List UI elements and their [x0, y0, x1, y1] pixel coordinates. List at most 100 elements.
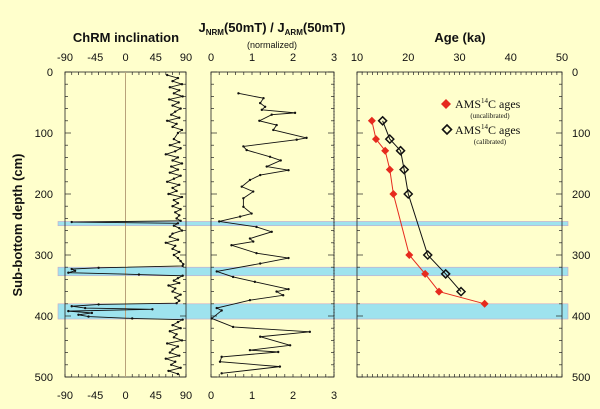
nrm-arm-ratio-point — [281, 294, 285, 297]
inclination-point — [176, 372, 180, 376]
y-tick-label-left: 400 — [35, 311, 53, 323]
nrm-arm-ratio-point — [287, 287, 290, 291]
nrm-arm-ratio-point — [252, 190, 255, 193]
y-axis-label: Sub-bottom depth (cm) — [10, 154, 25, 297]
inclination-point — [70, 305, 73, 308]
nrm-arm-ratio-point — [248, 348, 252, 352]
inclination-point — [178, 214, 181, 217]
inclination-point — [168, 330, 172, 333]
uncalibrated-age-point — [385, 165, 394, 174]
x-tick-label-top: 0 — [122, 52, 128, 64]
inclination-point — [171, 247, 174, 251]
inclination-point — [172, 92, 176, 95]
nrm-arm-ratio-point — [242, 197, 245, 200]
y-tick-label-left: 200 — [35, 189, 53, 201]
x-tick-label-top: 50 — [556, 52, 568, 64]
legend-marker-calibrated — [441, 123, 453, 136]
inclination-point — [178, 250, 181, 254]
inclination-point — [174, 110, 177, 113]
inclination-point — [174, 296, 177, 299]
nrm-arm-ratio-point — [242, 145, 245, 148]
x-tick-label-bottom: 3 — [331, 390, 337, 402]
inclination-point — [171, 290, 174, 293]
inclination-point — [181, 95, 184, 98]
nrm-arm-ratio-point — [275, 290, 278, 293]
inclination-point — [176, 345, 180, 348]
nrm-arm-ratio-point — [255, 225, 258, 229]
inclination-point — [151, 308, 154, 311]
inclination-point — [176, 76, 180, 80]
inclination-point — [174, 150, 177, 153]
inclination-point — [179, 174, 182, 177]
inclination-title: ChRM inclination — [73, 30, 179, 45]
nrm-arm-ratio-point — [293, 111, 297, 115]
nrm-arm-ratio-point — [220, 355, 223, 359]
calibrated-age-point — [440, 268, 451, 279]
inclination-point — [174, 244, 177, 248]
inclination-point — [179, 107, 182, 110]
inclination-point — [170, 363, 173, 366]
inclination-point — [164, 241, 168, 244]
nrm-arm-ratio-point — [218, 360, 222, 363]
inclination-point — [182, 262, 185, 266]
inclination-point — [176, 156, 180, 159]
inclination-point — [87, 315, 90, 318]
inclination-point — [176, 256, 180, 260]
inclination-point — [171, 104, 174, 107]
uncalibrated-age-point — [367, 116, 376, 125]
nrm-arm-panel: 0 0 1 1 2 2 3 3 — [208, 52, 337, 402]
legend-note-calibrated: (calibrated) — [474, 138, 507, 146]
x-tick-label-bottom: 2 — [290, 390, 296, 402]
inclination-point — [172, 137, 176, 141]
title-sub-arm: ARM — [285, 28, 304, 37]
uncalibrated-age-point — [389, 190, 398, 198]
inclination-point — [164, 153, 168, 156]
inclination-point — [165, 180, 169, 183]
title-mid: (50mT) / J — [224, 20, 285, 35]
nrm-arm-ratio-point — [262, 97, 265, 100]
y-tick-label-right: 400 — [572, 311, 590, 323]
uncalibrated-age-point — [435, 287, 443, 296]
inclination-point — [90, 311, 94, 315]
inclination-point — [176, 222, 180, 225]
nrm-arm-ratio-point — [215, 270, 218, 273]
inclination-point — [180, 83, 184, 86]
inclination-point — [174, 360, 177, 363]
inclination-point — [131, 317, 134, 320]
nrm-arm-ratio-point — [265, 165, 268, 168]
inclination-point — [77, 313, 80, 316]
inclination-point — [176, 201, 180, 205]
inclination-point — [167, 192, 170, 196]
y-tick-label-left: 100 — [35, 128, 53, 140]
inclination-point — [176, 276, 180, 280]
inclination-point — [67, 309, 70, 313]
nrm-arm-ratio-point — [255, 251, 258, 255]
inclination-point — [171, 348, 174, 351]
calibrated-age-point — [455, 286, 467, 297]
inclination-point — [97, 266, 100, 270]
nrm-arm-ratio-point — [295, 138, 298, 141]
legend-marker-uncalibrated — [441, 99, 451, 109]
inclination-point — [172, 177, 176, 180]
uncalibrated-age-point — [421, 269, 430, 278]
y-tick-label-right: 100 — [572, 128, 590, 140]
inclination-point — [181, 318, 184, 321]
inclination-point — [178, 116, 181, 119]
y-tick-label-left: 300 — [35, 250, 53, 262]
nrm-arm-ratio-point — [220, 372, 223, 375]
inclination-point — [165, 342, 169, 345]
inclination-point — [167, 98, 171, 101]
nrm-arm-ratio-point — [270, 113, 273, 116]
uncalibrated-age-point — [405, 251, 414, 259]
inclination-point — [168, 235, 172, 238]
nrm-arm-ratio-point — [287, 256, 290, 260]
nrm-arm-ratio-point — [275, 123, 278, 127]
inclination-point — [175, 122, 178, 126]
inclination-point — [179, 293, 182, 296]
x-tick-label-top: 3 — [331, 52, 337, 64]
x-tick-label-top: 0 — [208, 52, 214, 64]
legend-label-uncalibrated: AMS14C ages — [455, 97, 521, 111]
x-tick-label-bottom: 0 — [208, 390, 214, 402]
inclination-point — [171, 232, 174, 235]
